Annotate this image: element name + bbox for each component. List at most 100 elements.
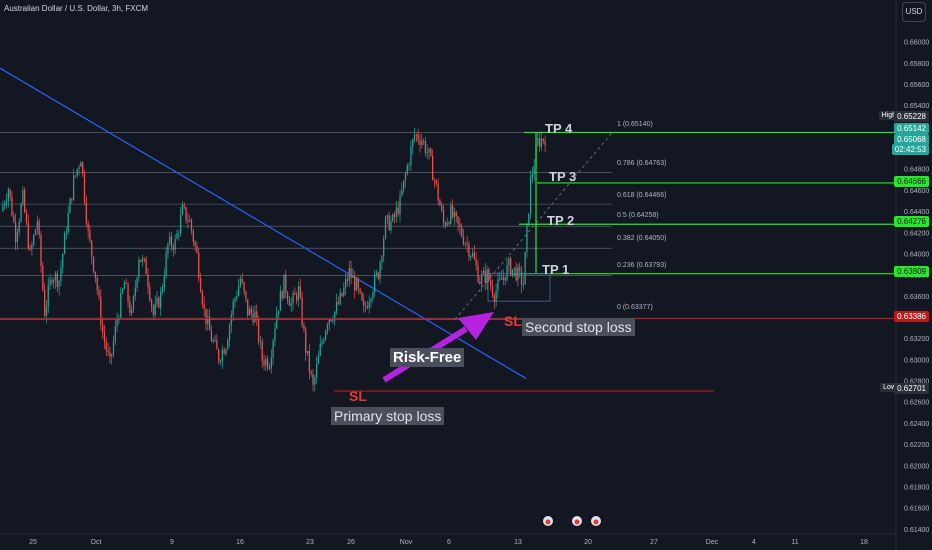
candle-body <box>47 285 49 307</box>
candle-body <box>370 298 372 303</box>
candle-body <box>288 300 291 306</box>
candle-body <box>352 276 354 278</box>
candle-body <box>238 285 240 296</box>
candle-body <box>22 190 24 205</box>
candle-body <box>228 325 231 341</box>
candle-body <box>319 343 321 356</box>
candle-body <box>170 236 173 247</box>
candle-body <box>499 278 501 280</box>
candle-body <box>234 298 236 302</box>
candle-body <box>350 268 352 278</box>
candle-body <box>18 221 20 232</box>
candle-body <box>132 296 135 311</box>
candle-body <box>192 230 194 242</box>
candle-body <box>268 367 271 369</box>
y-tick-label: 0.64200 <box>904 230 929 237</box>
y-tick-label: 0.64400 <box>904 209 929 216</box>
candle-body <box>292 293 294 304</box>
candle-body <box>67 212 69 233</box>
candle-body <box>111 354 113 357</box>
candle-body <box>357 279 359 289</box>
candle-body <box>346 279 349 281</box>
candle-body <box>194 241 196 246</box>
candle-body <box>98 290 100 297</box>
fib-label-0382: 0.382 (0.64050) <box>617 235 667 242</box>
candle-body <box>141 258 144 262</box>
candle-body <box>96 277 98 291</box>
candle-body <box>125 282 127 284</box>
candle-body <box>227 340 229 350</box>
candle-body <box>232 301 234 315</box>
candle-body <box>134 287 136 297</box>
candle-body <box>163 276 165 287</box>
candle-body <box>58 280 60 287</box>
tp1-price-tag: 0.63809 <box>894 266 929 277</box>
candle-body <box>199 278 202 293</box>
candle-body <box>348 268 350 281</box>
candle-body <box>82 162 84 174</box>
candle-body <box>62 253 64 268</box>
candle-body <box>542 138 544 141</box>
candle-body <box>123 282 126 290</box>
candle-body <box>480 274 483 285</box>
candle-body <box>183 204 185 208</box>
tp2-label: TP 2 <box>547 213 575 228</box>
candle-body <box>526 224 528 252</box>
candle-body <box>355 279 358 291</box>
candle-body <box>344 279 347 288</box>
risk-free-arrowhead <box>458 312 494 340</box>
candle-body <box>491 285 494 296</box>
candle-body <box>410 147 412 165</box>
candle-body <box>149 287 151 301</box>
candle-body <box>214 340 216 342</box>
y-tick-label: 0.66000 <box>904 40 929 47</box>
candle-body <box>114 326 116 341</box>
candle-body <box>294 293 296 295</box>
candle-body <box>421 140 423 145</box>
candle-body <box>161 286 164 293</box>
candle-body <box>486 269 488 283</box>
candle-body <box>250 308 252 314</box>
candle-body <box>16 231 19 243</box>
candle-body <box>341 292 343 297</box>
candle-body <box>116 320 118 327</box>
candle-body <box>470 256 472 258</box>
candle-body <box>53 280 55 283</box>
candle-body <box>392 214 394 221</box>
candle-body <box>38 221 40 235</box>
currency-button[interactable]: USD <box>902 2 926 22</box>
symbol-title: Australian Dollar / U.S. Dollar, 3h, FXC… <box>4 4 149 13</box>
candle-body <box>121 289 124 293</box>
candle-body <box>43 289 46 317</box>
y-tick-label: 0.65800 <box>904 61 929 68</box>
candle-body <box>219 361 222 363</box>
candle-body <box>511 269 514 276</box>
y-tick-label: 0.62800 <box>904 379 929 386</box>
candle-body <box>326 324 329 331</box>
event-icon-dot <box>545 519 551 525</box>
tp4-label: TP 4 <box>545 121 573 136</box>
candle-body <box>540 138 543 147</box>
y-tick-label: 0.63200 <box>904 336 929 343</box>
candle-body <box>147 274 149 288</box>
candle-body <box>221 349 223 362</box>
candle-body <box>71 198 73 200</box>
candle-body <box>105 341 107 351</box>
candle-body <box>248 308 251 316</box>
candle-body <box>11 196 13 216</box>
candle-body <box>386 215 388 218</box>
y-tick-label: 0.62400 <box>904 421 929 428</box>
candle-body <box>315 364 318 378</box>
x-tick-label: 6 <box>447 539 451 546</box>
candle-body <box>430 148 432 156</box>
candle-body <box>210 330 213 342</box>
fib-label-0618: 0.618 (0.64466) <box>617 192 667 199</box>
candle-body <box>520 270 523 285</box>
candle-body <box>174 238 176 250</box>
candle-body <box>40 234 42 266</box>
candle-body <box>372 292 374 299</box>
candle-body <box>107 350 109 352</box>
candle-body <box>4 203 6 206</box>
